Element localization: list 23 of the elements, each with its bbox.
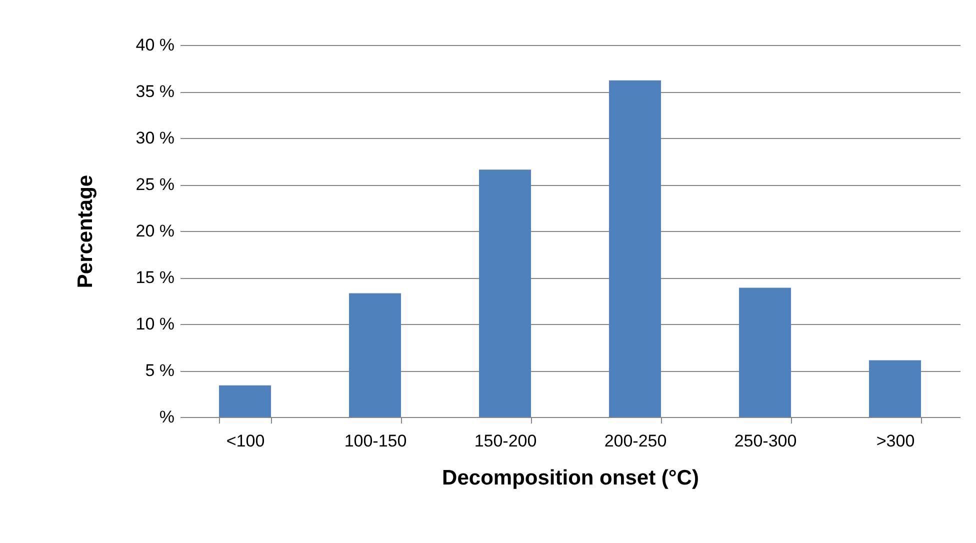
y-tick-label: %	[159, 408, 174, 426]
y-tick-label: 30 %	[136, 128, 174, 148]
bar	[479, 170, 531, 417]
y-tick-label: 40 %	[136, 36, 174, 54]
y-tick-label: 5 %	[145, 361, 174, 380]
y-axis-title: Percentage	[74, 174, 97, 288]
x-tick-label: 100-150	[344, 432, 407, 450]
x-tick-label: 150-200	[474, 432, 537, 450]
bar	[739, 288, 791, 417]
y-tick-label: 25 %	[136, 175, 174, 194]
bar	[219, 385, 271, 417]
y-tick-label: 20 %	[136, 222, 174, 240]
bar	[869, 360, 921, 417]
bar	[609, 80, 661, 417]
x-tick-label: 200-250	[604, 432, 667, 450]
y-tick-label: 35 %	[136, 82, 174, 101]
bar	[349, 293, 401, 417]
x-axis-title: Decomposition onset (°C)	[442, 466, 699, 490]
x-tick-label: <100	[226, 432, 265, 450]
x-tick-label: 250-300	[734, 432, 797, 450]
y-tick-label: 15 %	[136, 268, 174, 287]
y-tick-label: 10 %	[136, 314, 174, 334]
x-tick-label: >300	[876, 432, 915, 450]
